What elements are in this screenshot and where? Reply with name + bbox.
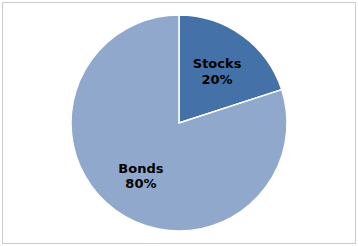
chart-container: Stocks20% Bonds80%: [0, 0, 358, 246]
slice-label: Bonds80%: [118, 161, 163, 192]
slices: [71, 15, 287, 231]
slice-label: Stocks20%: [193, 56, 242, 87]
chart-svg: Stocks20% Bonds80%: [0, 0, 358, 246]
frame: [3, 3, 356, 244]
pie-slice: [71, 15, 287, 231]
slice-name: Bonds: [118, 161, 163, 176]
slice-value: 20%: [202, 72, 233, 87]
labels: Stocks20% Bonds80%: [118, 56, 241, 191]
slice-value: 80%: [125, 176, 156, 191]
slice-name: Stocks: [193, 56, 242, 71]
